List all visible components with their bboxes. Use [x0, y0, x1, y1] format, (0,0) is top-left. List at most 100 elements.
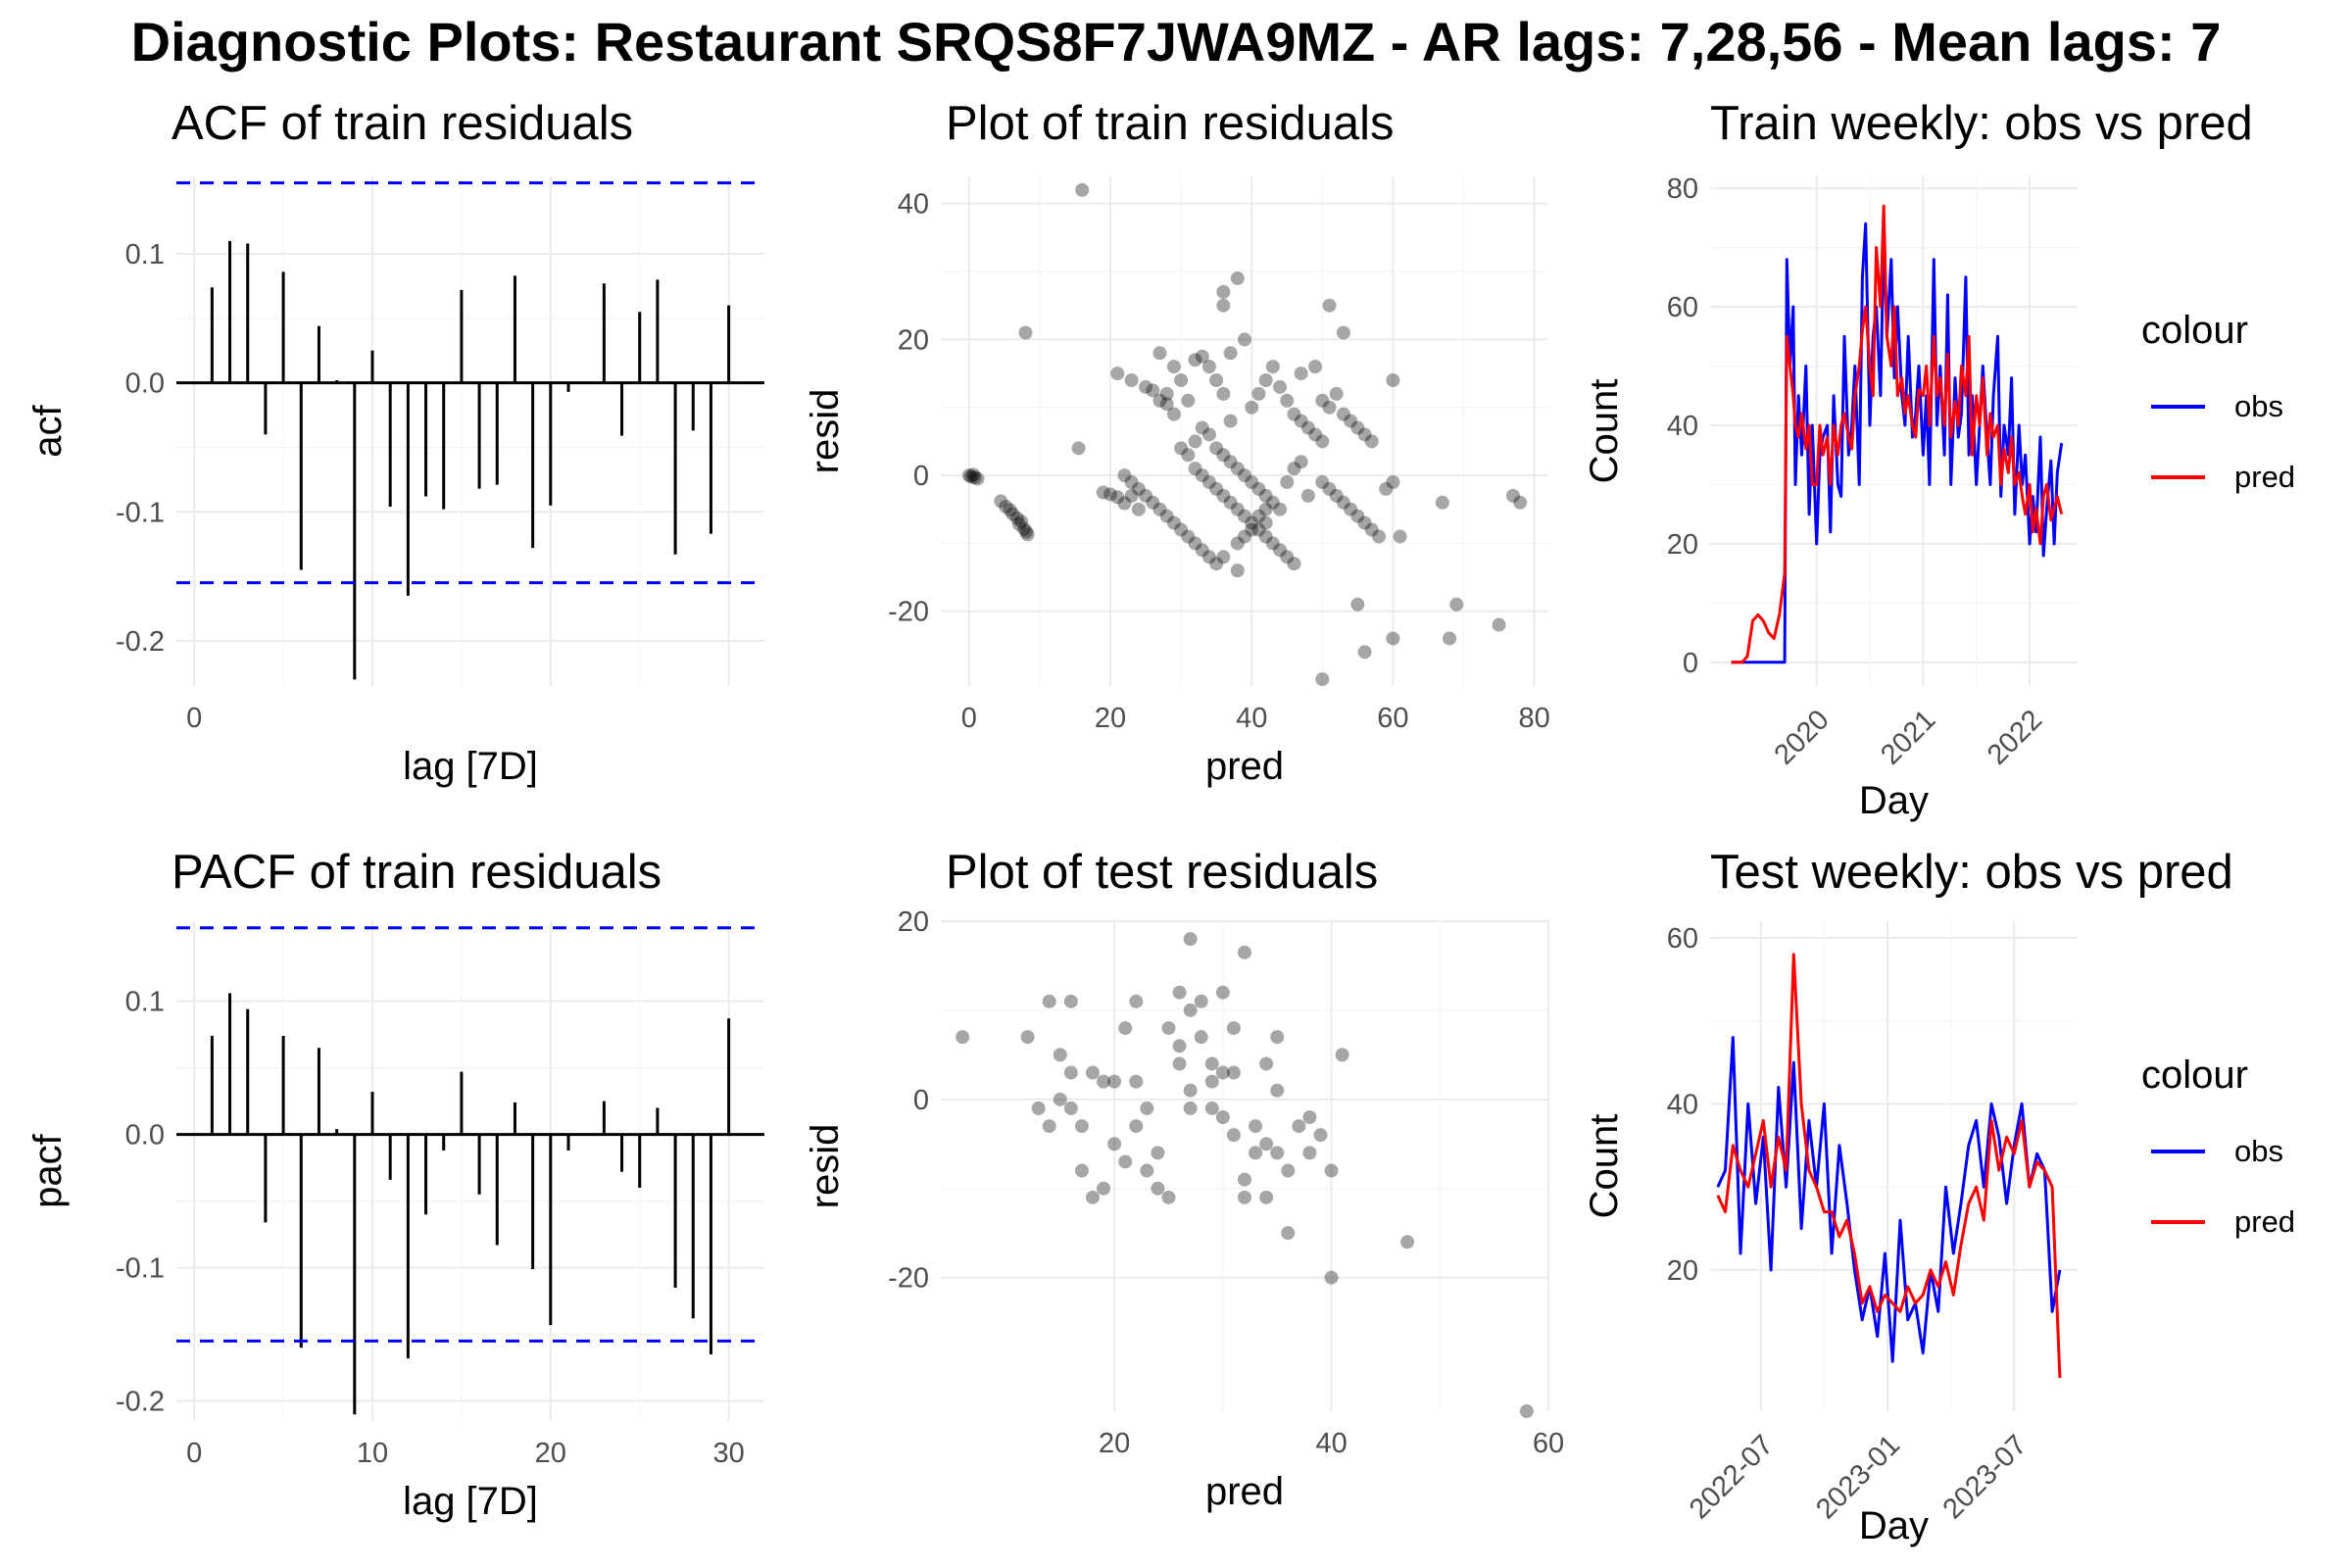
scatter-point: [1273, 379, 1288, 394]
scatter-point: [1329, 386, 1344, 401]
scatter-point: [1322, 481, 1337, 496]
scatter-point: [1146, 495, 1160, 510]
y-axis-label: pacf: [26, 1133, 70, 1207]
scatter-point: [1009, 511, 1024, 525]
scatter-point: [1097, 1074, 1111, 1089]
scatter-point: [1174, 522, 1189, 537]
scatter-point: [1161, 1021, 1176, 1036]
y-tick-label: -20: [888, 597, 929, 628]
scatter-point: [1393, 529, 1407, 544]
x-tick-label: 30: [713, 1438, 745, 1469]
scatter-point: [1270, 1083, 1285, 1098]
x-tick-label: 60: [1533, 1428, 1564, 1459]
scatter-point: [1350, 420, 1365, 435]
scatter-point: [1238, 468, 1251, 483]
scatter-point: [1151, 1146, 1165, 1160]
y-tick-label: 0: [1683, 648, 1698, 679]
scatter-point: [1216, 284, 1231, 299]
scatter-point: [1012, 516, 1027, 531]
scatter-point: [1146, 383, 1160, 398]
scatter-point: [1140, 1163, 1154, 1178]
scatter-point: [1216, 298, 1231, 313]
scatter-point: [1259, 1190, 1274, 1204]
scatter-point: [1273, 502, 1288, 516]
series-line-obs: [1731, 221, 2064, 664]
scatter-point: [1223, 455, 1238, 469]
y-tick-label: 0: [913, 461, 929, 492]
scatter-point: [1336, 495, 1350, 510]
scatter-point: [1280, 393, 1295, 408]
scatter-point: [1245, 522, 1259, 537]
x-axis-label: pred: [1205, 1470, 1284, 1513]
scatter-point: [1315, 434, 1330, 449]
scatter-point: [1350, 509, 1365, 523]
scatter-point: [1371, 529, 1386, 544]
scatter-point: [1308, 360, 1323, 374]
series-line-pred: [1716, 953, 2062, 1379]
scatter-point: [1230, 536, 1245, 551]
scatter-point: [1174, 441, 1189, 456]
scatter-point: [1265, 360, 1280, 374]
scatter-point: [1251, 481, 1266, 496]
figure-suptitle: Diagnostic Plots: Restaurant SRQS8F7JWA9…: [131, 11, 2222, 73]
scatter-point: [1183, 1101, 1198, 1115]
scatter-point: [1118, 1021, 1133, 1036]
scatter-point: [1215, 985, 1230, 1000]
y-axis-label: resid: [804, 389, 847, 474]
scatter-point: [1245, 400, 1259, 415]
scatter-point: [1344, 502, 1358, 516]
scatter-point: [1258, 502, 1273, 516]
scatter-point: [1265, 536, 1280, 551]
scatter-point: [1315, 672, 1330, 687]
panel-test_resid: -20 0 20 20 40 60 Plot of test residuals pred re…: [804, 846, 1564, 1513]
scatter-point: [1003, 503, 1017, 517]
x-axis-label: pred: [1205, 745, 1284, 788]
scatter-point: [1357, 515, 1372, 530]
scatter-point: [1238, 945, 1251, 959]
scatter-point: [1336, 407, 1350, 421]
scatter-point: [1322, 298, 1337, 313]
scatter-point: [1063, 994, 1078, 1008]
x-tick-label: 0: [186, 1438, 202, 1469]
scatter-point: [970, 471, 985, 486]
panel-pacf: -0.2 -0.1 0.0 0.1 0 10 20 30 PACF of train resid…: [26, 846, 764, 1523]
scatter-point: [1251, 386, 1266, 401]
x-tick-label: 10: [357, 1438, 388, 1469]
scatter-point: [1209, 481, 1224, 496]
scatter-point: [1188, 434, 1202, 449]
scatter-point: [1204, 1074, 1219, 1089]
scatter-point: [1287, 462, 1301, 476]
scatter-point: [1238, 1172, 1251, 1187]
scatter-point: [1335, 1048, 1349, 1062]
scatter-point: [1400, 1235, 1415, 1250]
y-tick-label: 0.1: [125, 987, 165, 1018]
scatter-point: [1174, 373, 1189, 387]
scatter-point: [1258, 488, 1273, 503]
scatter-point: [1292, 1119, 1306, 1134]
scatter-point: [1139, 488, 1153, 503]
scatter-point: [1181, 529, 1196, 544]
scatter-point: [1019, 524, 1034, 539]
scatter-point: [1209, 441, 1224, 456]
scatter-point: [1344, 414, 1358, 428]
scatter-point: [1124, 488, 1139, 503]
panel-title: PACF of train residuals: [172, 846, 662, 899]
scatter-point: [1107, 1137, 1122, 1152]
series-line-obs: [1716, 1036, 2062, 1363]
scatter-point: [1195, 349, 1209, 364]
scatter-point: [1188, 536, 1202, 551]
panels-container: -0.2 -0.1 0.0 0.1 0 ACF of train residuals lag…: [26, 97, 2295, 1547]
scatter-point: [1308, 427, 1323, 442]
scatter-point: [1315, 475, 1330, 489]
scatter-point: [1074, 1119, 1089, 1134]
x-tick-label: 2023-07: [1937, 1429, 2034, 1525]
y-tick-label: -0.2: [116, 1387, 165, 1418]
y-tick-label: 0.0: [125, 1120, 165, 1152]
scatter-point: [1350, 597, 1365, 612]
scatter-point: [964, 469, 978, 484]
scatter-point: [1238, 332, 1251, 347]
x-tick-label: 20: [1099, 1428, 1130, 1459]
y-tick-label: 60: [1667, 923, 1698, 955]
scatter-point: [1166, 360, 1181, 374]
scatter-point: [999, 499, 1013, 514]
